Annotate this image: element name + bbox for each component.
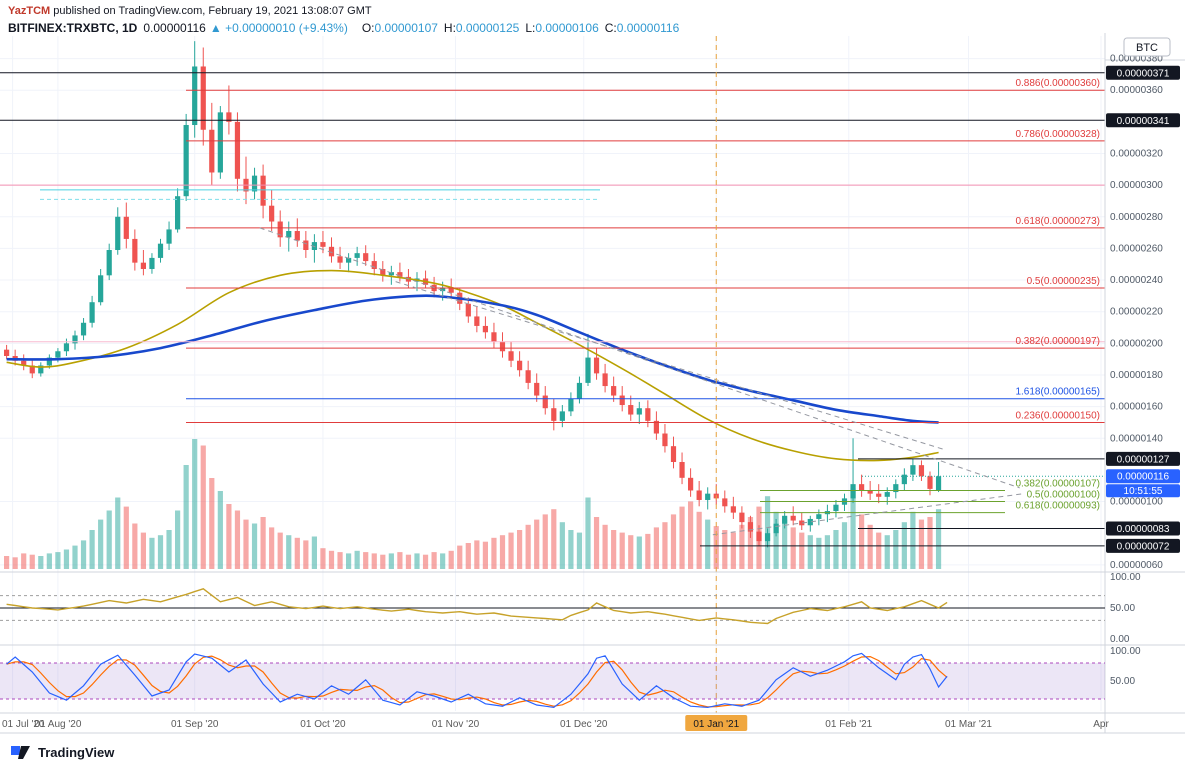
time-axis-label: 01 Nov '20 <box>432 719 480 730</box>
time-axis-label: 01 Sep '20 <box>171 719 219 730</box>
current-price-badge <box>1106 469 1180 484</box>
publisher-name: YazTCM <box>8 5 51 17</box>
footer: TradingView <box>10 741 114 763</box>
symbol-status-line: BITFINEX:TRXBTC, 1D 0.00000116 ▲ +0.000000… <box>8 21 679 35</box>
price-axis-label: 0.00000100 <box>1110 497 1163 508</box>
close-value: 0.00000116 <box>616 21 680 35</box>
price-level-badge <box>1106 113 1180 128</box>
open-label: O: <box>361 21 375 35</box>
rsi-axis-label: 50.00 <box>1110 603 1135 614</box>
grid-layer <box>0 36 1105 711</box>
price-axis-label: 0.00000140 <box>1110 433 1163 444</box>
svg-text:BTC: BTC <box>1136 42 1158 54</box>
price-axis-label: 0.00000280 <box>1110 212 1163 223</box>
fib-level-label: 0.786(0.00000328) <box>1015 129 1100 140</box>
price-axis-label: 0.00000220 <box>1110 307 1163 318</box>
high-label: H: <box>443 21 456 35</box>
time-axis-label: 01 Mar '21 <box>945 719 992 730</box>
fib-level-label: 0.886(0.00000360) <box>1015 78 1100 89</box>
high-value: 0.00000125 <box>455 21 520 35</box>
stoch-pane[interactable] <box>0 652 1105 709</box>
price-axis-label: 0.00000180 <box>1110 370 1163 381</box>
price-level-badge <box>1106 65 1180 80</box>
currency-unit-button[interactable] <box>1123 37 1171 57</box>
tradingview-logo-icon[interactable] <box>10 741 32 763</box>
highlighted-date <box>685 715 748 731</box>
overlay-lines-layer[interactable] <box>0 72 1105 547</box>
price-axis-label: 0.00000200 <box>1110 338 1163 349</box>
stoch-axis-label: 50.00 <box>1110 676 1135 687</box>
price-axis-label: 0.00000360 <box>1110 85 1163 96</box>
chart-header: YazTCM published on TradingView.com, Feb… <box>8 5 679 35</box>
countdown-badge <box>1106 484 1180 498</box>
price-level-badge <box>1106 538 1180 553</box>
ma-slow-line[interactable] <box>6 294 939 424</box>
svg-text:0.00000341: 0.00000341 <box>1117 116 1170 127</box>
price-axis-label: 0.00000160 <box>1110 402 1163 413</box>
price-axis-label: 0.00000380 <box>1110 54 1163 65</box>
price-axis-label: 0.00000300 <box>1110 180 1163 191</box>
trendlines-layer[interactable] <box>259 227 1025 536</box>
price-level-badge <box>1106 521 1180 536</box>
fib-level-label: 0.382(0.00000197) <box>1015 336 1100 347</box>
svg-text:10:51:55: 10:51:55 <box>1124 486 1163 497</box>
time-axis-label: 01 Jul '20 <box>2 719 45 730</box>
fib-level-label: 0.5(0.00000235) <box>1027 276 1100 287</box>
rsi-pane[interactable] <box>0 588 1105 625</box>
price-change: ▲ +0.00000010 (+9.43%) <box>209 21 348 35</box>
fib-labels-layer: 0.886(0.00000360) 0.786(0.00000328) 0.618(… <box>1015 78 1100 511</box>
fib-level-label: 0.382(0.00000107) <box>1015 478 1100 489</box>
low-value: 0.00000106 <box>535 21 599 35</box>
close-label: C: <box>604 21 617 35</box>
fib-level-label: 0.618(0.00000093) <box>1015 501 1100 512</box>
fib-level-label: 1.618(0.00000165) <box>1015 387 1100 398</box>
time-axis-label: 01 Aug '20 <box>34 719 81 730</box>
price-axis-label: 0.00000060 <box>1110 560 1163 571</box>
fib-level-label: 0.236(0.00000150) <box>1015 410 1100 421</box>
volume-layer <box>4 439 942 569</box>
time-axis-label: 01 Dec '20 <box>560 719 608 730</box>
fib-level-label: 0.5(0.00000100) <box>1027 490 1100 501</box>
time-axis-label: Apr <box>1093 719 1109 730</box>
svg-text:0.00000083: 0.00000083 <box>1117 524 1170 535</box>
last-price: 0.00000116 <box>143 21 206 35</box>
fib-level-label: 0.618(0.00000273) <box>1015 216 1100 227</box>
time-axis-label: 01 Jan '21 <box>693 719 739 730</box>
price-level-badge <box>1106 451 1180 466</box>
price-axis[interactable]: 0.00000380 0.00000360 0.00000320 0.00000300… <box>1106 37 1180 687</box>
low-label: L: <box>525 21 536 35</box>
publish-info: published on TradingView.com, February 1… <box>50 5 372 17</box>
svg-text:0.00000072: 0.00000072 <box>1117 541 1170 552</box>
stoch-axis-label: 100.00 <box>1110 646 1141 657</box>
pane-separators <box>0 33 1185 734</box>
svg-text:0.00000127: 0.00000127 <box>1117 454 1170 465</box>
symbol-title[interactable]: BITFINEX:TRXBTC, 1D <box>8 21 138 35</box>
time-axis-label: 01 Oct '20 <box>300 719 346 730</box>
price-axis-label: 0.00000260 <box>1110 243 1163 254</box>
brand-name[interactable]: TradingView <box>38 744 115 760</box>
svg-text:0.00000116: 0.00000116 <box>1117 472 1170 483</box>
rsi-axis-label: 100.00 <box>1110 572 1141 583</box>
price-axis-label: 0.00000240 <box>1110 275 1163 286</box>
svg-text:0.00000371: 0.00000371 <box>1117 68 1170 79</box>
open-value: 0.00000107 <box>374 21 438 35</box>
price-axis-label: 0.00000320 <box>1110 148 1163 159</box>
time-axis-label: 01 Feb '21 <box>825 719 872 730</box>
publish-line: YazTCM published on TradingView.com, Feb… <box>8 5 679 17</box>
rsi-axis-label: 0.00 <box>1110 634 1130 645</box>
